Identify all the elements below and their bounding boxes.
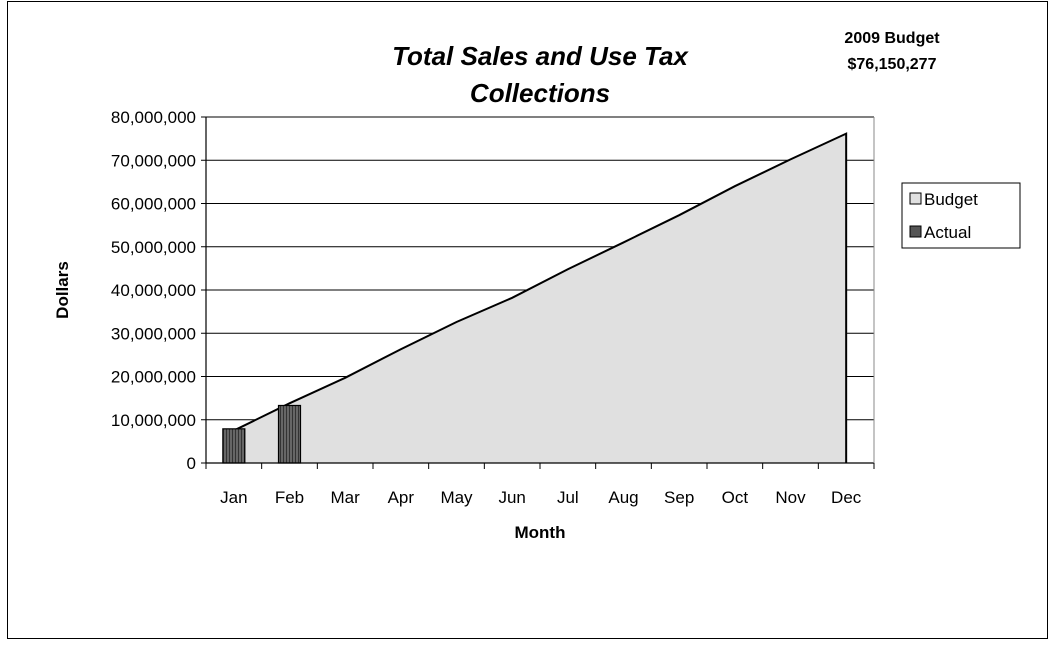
actual-bar-jan: [222, 428, 246, 464]
y-tick-label: 40,000,000: [111, 281, 196, 300]
y-tick-label: 0: [187, 454, 196, 473]
y-tick-label: 10,000,000: [111, 411, 196, 430]
x-tick-labels: Jan Feb Mar Apr May Jun Jul Aug Sep Oct Nov Dec: [220, 488, 862, 507]
x-tick-label-sep: Sep: [664, 488, 694, 507]
x-tick-label-feb: Feb: [275, 488, 304, 507]
chart-title-line-1: Total Sales and Use Tax: [392, 41, 689, 71]
legend-label-budget: Budget: [924, 190, 978, 209]
x-tick-label-dec: Dec: [831, 488, 862, 507]
y-tick-label: 80,000,000: [111, 108, 196, 127]
y-tick-label: 60,000,000: [111, 195, 196, 214]
x-tick-label-jun: Jun: [498, 488, 525, 507]
chart-title-line-2: Collections: [470, 78, 610, 108]
x-tick-label-aug: Aug: [608, 488, 638, 507]
budget-annotation-label: 2009 Budget: [844, 30, 940, 47]
legend-swatch-budget: [909, 192, 922, 205]
x-tick-label-may: May: [440, 488, 473, 507]
budget-line: [233, 132, 848, 463]
legend-label-actual: Actual: [924, 223, 971, 242]
y-tick-label: 70,000,000: [111, 151, 196, 170]
budget-annotation-value: $76,150,277: [848, 56, 937, 73]
legend: Budget Actual: [901, 182, 1021, 249]
y-tick-labels: 0 10,000,000 20,000,000 30,000,000 40,000,00…: [111, 108, 196, 473]
actual-bar-feb: [277, 404, 302, 464]
x-tick-label-jan: Jan: [220, 488, 247, 507]
y-axis-title: Dollars: [53, 261, 72, 319]
x-tick-label-nov: Nov: [775, 488, 806, 507]
x-tick-label-mar: Mar: [331, 488, 361, 507]
y-tick-label: 50,000,000: [111, 238, 196, 257]
y-tick-label: 20,000,000: [111, 368, 196, 387]
legend-box: [901, 182, 1021, 249]
x-tick-label-jul: Jul: [557, 488, 579, 507]
axes: [201, 116, 875, 469]
x-axis-title: Month: [515, 523, 566, 542]
x-tick-label-apr: Apr: [388, 488, 415, 507]
budget-area-layer: [233, 132, 848, 463]
legend-swatch-actual: [909, 225, 922, 238]
actual-bars-layer: [222, 404, 302, 464]
y-tick-label: 30,000,000: [111, 324, 196, 343]
budget-area: [233, 133, 847, 463]
x-tick-label-oct: Oct: [722, 488, 749, 507]
